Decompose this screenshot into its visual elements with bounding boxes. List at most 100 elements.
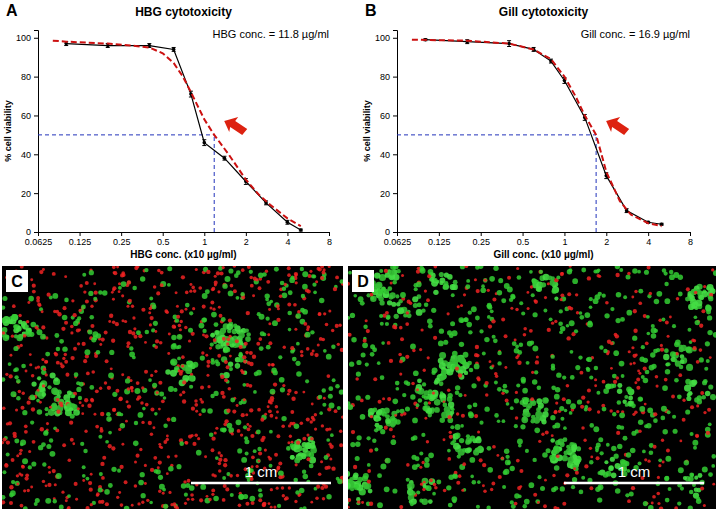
y-tick: 20 <box>380 189 397 199</box>
dead-cell <box>287 273 291 277</box>
live-cell <box>478 446 482 450</box>
live-cell <box>133 441 139 447</box>
dead-cell <box>11 335 14 338</box>
dead-cell <box>131 504 134 507</box>
dead-cell <box>82 342 86 346</box>
dead-cell <box>266 280 270 284</box>
image-background <box>2 266 343 509</box>
live-cell <box>615 488 621 494</box>
live-cell <box>431 370 435 374</box>
dead-cell <box>81 404 84 407</box>
dead-cell <box>703 504 706 507</box>
y-tick-mark <box>393 115 397 116</box>
dead-cell <box>134 484 138 488</box>
annotation: HBG conc. = 11.8 µg/ml <box>213 28 330 40</box>
dead-cell <box>179 393 182 396</box>
live-cell <box>236 270 241 275</box>
dead-cell <box>95 389 99 393</box>
error-bar <box>660 223 664 225</box>
dead-cell <box>126 305 129 308</box>
dead-cell <box>8 421 12 425</box>
y-axis-title: % cell viability <box>3 100 13 162</box>
dead-cell <box>258 498 262 502</box>
live-cell <box>309 452 314 457</box>
dead-cell <box>223 484 227 488</box>
x-tick: 2 <box>604 232 609 247</box>
dead-cell <box>184 326 187 329</box>
dead-cell <box>188 339 191 342</box>
live-cell <box>532 312 537 317</box>
dead-cell <box>190 493 194 497</box>
live-cell <box>211 358 215 362</box>
live-cell <box>297 456 301 460</box>
dead-cell <box>222 498 226 502</box>
dead-cell <box>112 286 116 290</box>
live-cell <box>177 334 183 340</box>
live-cell <box>531 415 536 420</box>
dead-cell <box>328 427 331 430</box>
live-cell <box>37 376 41 380</box>
live-cell <box>239 352 243 356</box>
live-cell <box>421 433 425 437</box>
dead-cell <box>161 399 165 403</box>
dead-cell <box>124 480 128 484</box>
live-cell <box>102 290 108 296</box>
dead-cell <box>222 337 226 341</box>
y-tick: 60 <box>380 111 397 121</box>
dead-cell <box>156 391 159 394</box>
live-cell <box>64 298 69 303</box>
dead-cell <box>273 506 276 509</box>
y-tick-label: 20 <box>380 189 390 199</box>
x-axis-line <box>39 233 330 237</box>
dead-cell <box>24 476 28 480</box>
dead-cell <box>78 309 81 312</box>
live-cell <box>302 447 308 453</box>
live-cell <box>89 315 94 320</box>
dead-cell <box>64 275 67 278</box>
x-tick-label: 4 <box>285 237 290 247</box>
live-cell <box>433 290 438 295</box>
dead-cell <box>181 355 185 359</box>
live-cell <box>134 388 140 394</box>
live-cell <box>554 465 560 471</box>
dead-cell <box>264 413 267 416</box>
live-cell <box>434 407 440 413</box>
ic50-horizontal <box>38 134 214 135</box>
live-cell <box>457 454 461 458</box>
live-cell <box>140 276 145 281</box>
dead-cell <box>276 411 279 414</box>
live-cell <box>34 502 38 506</box>
live-cell <box>38 445 43 450</box>
dead-cell <box>281 424 285 428</box>
dead-cell <box>657 502 660 505</box>
live-cell <box>41 366 46 371</box>
dead-cell <box>90 473 93 476</box>
live-cell <box>489 365 493 369</box>
dead-cell <box>124 320 127 323</box>
y-tick-label: 100 <box>375 33 390 43</box>
dead-cell <box>244 342 248 346</box>
dead-cell <box>86 372 90 376</box>
live-cell <box>566 448 571 453</box>
dead-cell <box>322 497 325 500</box>
live-cell <box>282 287 286 291</box>
dead-cell <box>118 290 121 293</box>
dead-cell <box>179 320 182 323</box>
dead-cell <box>126 341 130 345</box>
dead-cell <box>42 480 45 483</box>
live-cell <box>680 357 687 364</box>
live-cell <box>52 389 58 395</box>
y-axis-line <box>34 31 39 233</box>
live-cell <box>49 438 53 442</box>
dead-cell <box>84 398 88 402</box>
dead-cell <box>211 437 215 441</box>
dead-cell <box>300 421 304 425</box>
dead-cell <box>193 289 197 293</box>
live-cell <box>434 399 441 406</box>
dead-cell <box>191 498 194 501</box>
dead-cell <box>678 373 682 377</box>
live-cell <box>120 423 125 428</box>
dead-cell <box>34 326 38 330</box>
live-cell <box>296 371 302 377</box>
dead-cell <box>56 410 60 414</box>
